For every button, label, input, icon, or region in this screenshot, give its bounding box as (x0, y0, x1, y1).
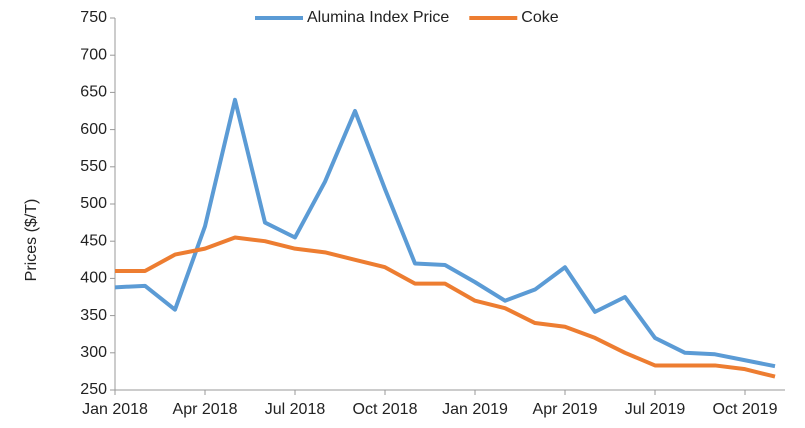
y-tick-label: 600 (80, 121, 107, 138)
legend-label: Alumina Index Price (307, 9, 449, 26)
x-tick-label: Oct 2018 (353, 401, 418, 418)
x-tick-label: Jan 2018 (82, 401, 148, 418)
x-tick-label: Jan 2019 (442, 401, 508, 418)
line-series (115, 235, 776, 379)
x-tick-label: Apr 2018 (173, 401, 238, 418)
y-tick-label: 750 (80, 9, 107, 26)
y-tick-label: 450 (80, 232, 107, 249)
legend-label: Coke (521, 9, 558, 26)
y-tick-label: 350 (80, 307, 107, 324)
x-tick-label: Jul 2019 (625, 401, 686, 418)
x-tick-label: Jul 2018 (265, 401, 326, 418)
y-axis-label: Prices ($/T) (23, 199, 40, 282)
x-tick-label: Apr 2019 (533, 401, 598, 418)
y-tick-label: 500 (80, 195, 107, 212)
y-tick-label: 400 (80, 270, 107, 287)
x-tick-label: Oct 2019 (713, 401, 778, 418)
y-tick-label: 250 (80, 381, 107, 398)
y-tick-label: 550 (80, 158, 107, 175)
line-series (114, 97, 776, 369)
y-tick-label: 300 (80, 344, 107, 361)
y-tick-label: 650 (80, 84, 107, 101)
y-tick-label: 700 (80, 46, 107, 63)
